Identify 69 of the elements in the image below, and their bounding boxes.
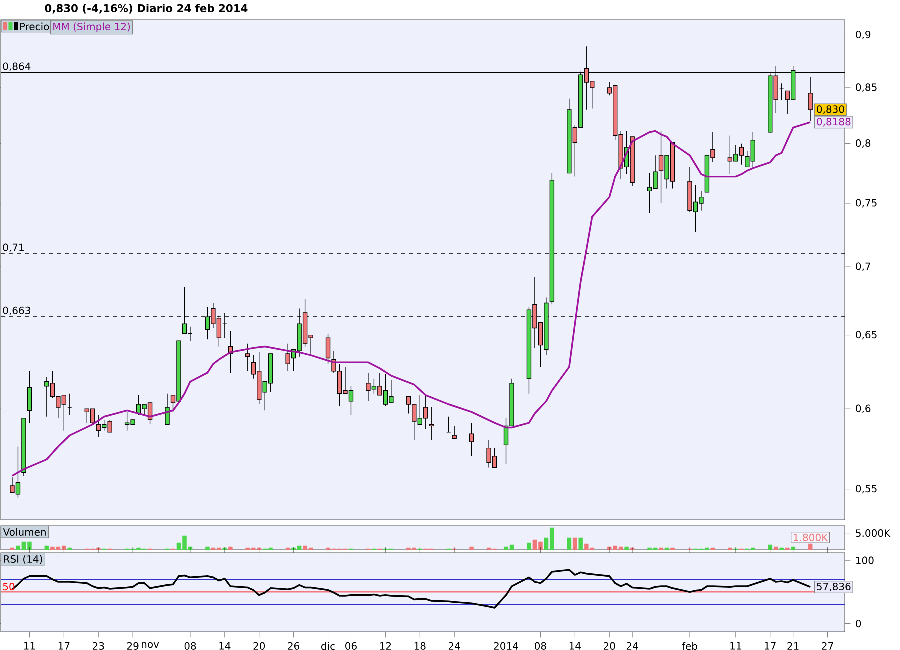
candlestick <box>165 394 170 425</box>
candlestick <box>246 344 250 372</box>
y-tick-label: 0 <box>856 620 862 628</box>
data-label: 1.800K <box>794 534 828 542</box>
bar <box>573 538 578 550</box>
y-tick-label: 0,85 <box>856 84 877 92</box>
ref-line-label: 0,71 <box>3 244 24 252</box>
x-tick-label: 11 <box>24 642 36 650</box>
bar <box>206 546 210 550</box>
x-tick-label: dic <box>322 642 335 650</box>
y-tick-label: 0,7 <box>856 262 870 272</box>
y-tick-label: 0,65 <box>856 331 877 340</box>
ref-line-label: 0,663 <box>3 306 30 316</box>
candlestick <box>326 334 331 364</box>
y-tick-label: 0,75 <box>856 199 877 208</box>
data-label: 57,836 <box>817 582 851 592</box>
x-tick-label: 27 <box>822 642 834 650</box>
x-tick-label: 24 <box>448 642 460 650</box>
legend-label: Precio <box>20 22 50 31</box>
bar <box>228 546 233 550</box>
y-tick-label: 0,55 <box>856 485 877 494</box>
candlestick <box>452 426 457 440</box>
x-tick-label: 26 <box>288 642 300 650</box>
y-tick-label: 0,8 <box>856 140 871 148</box>
y-tick-label: 0,9 <box>856 30 871 40</box>
chart-title: RSI (14) <box>4 555 42 564</box>
bar <box>791 546 796 550</box>
x-tick-label: 11 <box>730 642 742 650</box>
bar <box>624 546 629 550</box>
x-tick-label: 2014 <box>494 642 518 650</box>
y-tick-label: 5.000K <box>856 530 891 538</box>
text: 0,830 <box>817 106 844 114</box>
chart-title: Volumen <box>3 528 46 536</box>
ref-line-label: 0,864 <box>3 62 31 72</box>
candlestick <box>469 422 474 457</box>
x-tick-label: 29 <box>127 642 139 650</box>
x-tick-label: 18 <box>414 642 426 650</box>
x-tick-label: 06 <box>346 642 357 650</box>
x-tick-label: 08 <box>184 642 196 650</box>
bar <box>578 538 584 550</box>
bar <box>44 546 50 550</box>
candlestick <box>808 76 813 122</box>
bar <box>527 542 532 550</box>
x-tick-label: 08 <box>535 642 546 650</box>
bar <box>808 544 813 550</box>
y-tick-label: 100 <box>856 556 874 564</box>
x-tick-label: 20 <box>604 642 616 650</box>
x-tick-label: 23 <box>92 642 104 650</box>
bar <box>470 546 474 550</box>
bar <box>567 538 572 550</box>
x-tick-label: 17 <box>765 642 776 650</box>
x-tick-label: 14 <box>220 642 231 650</box>
x-tick-label: nov <box>142 642 160 648</box>
data-label: 0,8188 <box>817 118 851 127</box>
x-tick-label: 20 <box>254 642 266 650</box>
x-tick-label: feb <box>682 642 698 650</box>
chart-title: 0,830 (-4,16%) Diario 24 feb 2014 <box>45 4 248 14</box>
ref-line-label: 50 <box>3 583 15 591</box>
candlestick <box>429 407 434 441</box>
candlestick <box>27 371 32 424</box>
text: MM (Simple 12) <box>54 22 130 32</box>
x-tick-label: 21 <box>788 642 799 650</box>
y-tick-label: 0,6 <box>856 404 871 414</box>
bar <box>774 546 778 550</box>
x-tick-label: 14 <box>570 642 581 650</box>
x-tick-label: 17 <box>58 642 70 650</box>
x-tick-label: 12 <box>380 642 392 650</box>
bar <box>768 544 773 550</box>
x-tick-label: 24 <box>626 642 638 650</box>
